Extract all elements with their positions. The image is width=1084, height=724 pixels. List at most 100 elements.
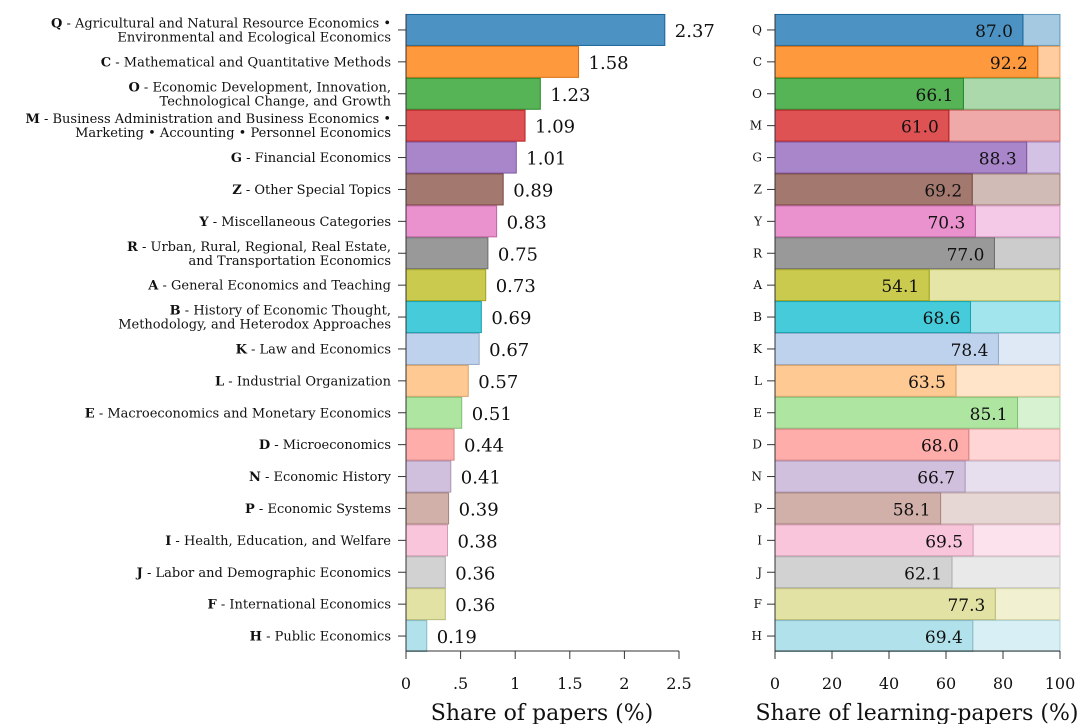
learning-value-label-l: 63.5 <box>908 373 946 393</box>
bar-share-z <box>405 173 504 206</box>
category-label-r-line2: and Transportation Economics <box>188 254 391 269</box>
bar-remainder-f <box>994 588 1061 621</box>
bar-learning-q <box>774 13 1024 46</box>
bar-learning-p <box>774 492 942 525</box>
right-x-tick-label: 20 <box>822 674 842 693</box>
bar-learning-j <box>774 556 953 589</box>
learning-value-label-b: 68.6 <box>923 309 961 329</box>
category-label-a: A - General Economics and Teaching <box>147 279 391 294</box>
bar-learning-i <box>774 524 974 557</box>
right-category-tick-l: L <box>754 374 762 388</box>
learning-value-label-p: 58.1 <box>893 500 931 520</box>
category-label-k: K - Law and Economics <box>236 342 391 357</box>
bar-remainder-g <box>1026 141 1061 174</box>
value-label-r: 0.75 <box>498 244 538 265</box>
bar-remainder-z <box>971 173 1061 206</box>
bar-remainder-o <box>962 77 1061 110</box>
right-category-tick-d: D <box>752 438 762 452</box>
value-label-z: 0.89 <box>513 180 553 201</box>
left-x-tick-label: .5 <box>453 674 468 693</box>
right-category-tick-k: K <box>753 342 763 356</box>
right-category-tick-f: F <box>754 597 762 611</box>
category-label-g: G - Financial Economics <box>231 151 391 166</box>
value-label-q: 2.37 <box>675 21 715 42</box>
learning-value-label-y: 70.3 <box>927 213 965 233</box>
bar-learning-m <box>774 109 950 142</box>
bar-remainder-i <box>972 524 1061 557</box>
category-label-i: I - Health, Education, and Welfare <box>165 534 391 549</box>
category-label-q-line1: Q - Agricultural and Natural Resource Ec… <box>51 16 391 31</box>
left-x-tick-label: 1.5 <box>557 674 582 693</box>
bar-remainder-y <box>974 205 1061 238</box>
bar-learning-r <box>774 237 995 270</box>
right-category-tick-b: B <box>753 310 762 324</box>
bar-remainder-m <box>948 109 1061 142</box>
right-category-tick-z: Z <box>754 182 762 196</box>
right-category-tick-q: Q <box>752 23 762 37</box>
right-category-tick-h: H <box>752 629 762 643</box>
bar-share-f <box>405 588 446 621</box>
learning-value-label-z: 69.2 <box>924 181 962 201</box>
learning-value-label-o: 66.1 <box>916 86 954 106</box>
learning-value-label-j: 62.1 <box>904 564 942 584</box>
bar-share-m <box>405 109 526 142</box>
right-category-tick-r: R <box>753 246 763 260</box>
bar-share-h <box>405 620 428 653</box>
bar-learning-z <box>774 173 973 206</box>
value-label-l: 0.57 <box>478 372 518 393</box>
right-x-axis-title: Share of learning-papers (%) <box>755 701 1078 724</box>
category-label-z: Z - Other Special Topics <box>232 183 391 198</box>
bar-learning-a <box>774 269 930 302</box>
bar-remainder-q <box>1022 13 1061 46</box>
category-label-e: E - Macroeconomics and Monetary Economic… <box>85 406 391 421</box>
left-x-tick-label: 2 <box>619 674 629 693</box>
learning-value-label-r: 77.0 <box>947 245 985 265</box>
category-label-n: N - Economic History <box>249 470 392 485</box>
bar-share-n <box>405 460 452 493</box>
value-label-h: 0.19 <box>437 627 477 648</box>
learning-value-label-m: 61.0 <box>901 118 939 138</box>
bar-share-p <box>405 492 450 525</box>
category-label-y: Y - Miscellaneous Categories <box>198 215 391 230</box>
bar-share-a <box>405 269 487 302</box>
value-label-d: 0.44 <box>464 436 504 457</box>
bar-share-q <box>405 13 666 46</box>
right-x-tick-label: 40 <box>879 674 899 693</box>
learning-value-label-i: 69.5 <box>925 532 963 552</box>
category-label-f: F - International Economics <box>207 598 391 613</box>
right-panel: 87.0 Q 92.2 C 66.1 O 61.0 M 88.3 G 69.2 Z 70.3 Y 77.0 R… <box>750 13 1079 724</box>
category-label-q-line2: Environmental and Ecological Economics <box>117 30 391 45</box>
right-category-tick-j: J <box>755 565 762 579</box>
bar-share-g <box>405 141 517 174</box>
right-category-tick-i: I <box>757 533 762 547</box>
category-label-r-line1: R - Urban, Rural, Regional, Real Estate, <box>127 240 391 255</box>
value-label-j: 0.36 <box>455 563 495 584</box>
category-label-b-line1: B - History of Economic Thought, <box>170 304 391 319</box>
bar-remainder-j <box>951 556 1061 589</box>
right-category-tick-e: E <box>753 406 762 420</box>
bar-remainder-d <box>968 428 1061 461</box>
value-label-e: 0.51 <box>472 404 512 425</box>
bar-remainder-e <box>1017 396 1061 429</box>
learning-value-label-h: 69.4 <box>925 628 963 648</box>
bar-remainder-a <box>928 269 1061 302</box>
value-label-c: 1.58 <box>589 53 629 74</box>
bar-share-k <box>405 332 480 365</box>
right-category-tick-c: C <box>753 55 762 69</box>
learning-value-label-f: 77.3 <box>947 596 985 616</box>
left-panel: 2.37 Q - Agricultural and Natural Resourc… <box>25 13 715 724</box>
bar-learning-e <box>774 396 1019 429</box>
category-label-c: C - Mathematical and Quantitative Method… <box>101 55 391 70</box>
right-category-tick-g: G <box>752 151 762 165</box>
left-x-axis-title: Share of papers (%) <box>431 701 653 724</box>
right-x-tick-label: 0 <box>770 674 780 693</box>
category-label-o-line2: Technological Change, and Growth <box>160 94 392 109</box>
bar-remainder-b <box>970 301 1061 334</box>
category-label-b-line2: Methodology, and Heterodox Approaches <box>118 318 391 333</box>
learning-value-label-g: 88.3 <box>979 150 1017 170</box>
learning-value-label-a: 54.1 <box>881 277 919 297</box>
category-label-p: P - Economic Systems <box>245 502 391 517</box>
right-category-tick-a: A <box>752 278 762 292</box>
right-category-tick-p: P <box>754 501 762 515</box>
bar-share-e <box>405 396 463 429</box>
